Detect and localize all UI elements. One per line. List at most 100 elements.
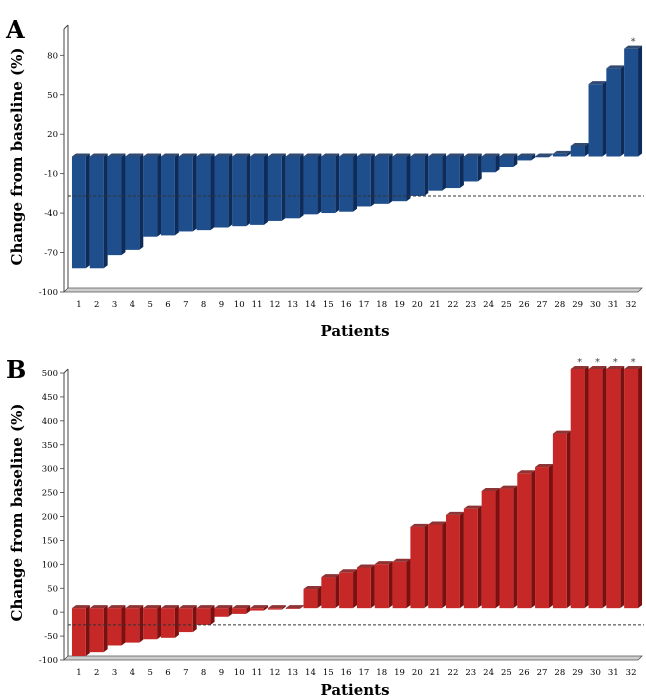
- bar-side: [174, 605, 179, 638]
- x-tick-label: 9: [219, 300, 224, 310]
- bar-front: [178, 608, 193, 633]
- bar: [107, 605, 126, 646]
- bar: [499, 485, 518, 609]
- bar-side: [299, 153, 304, 219]
- x-tick-label: 19: [394, 668, 405, 678]
- bar: [535, 153, 553, 158]
- bar-top: [178, 153, 197, 157]
- bar: [624, 366, 643, 609]
- bar-side: [406, 558, 411, 609]
- bar-side: [406, 153, 411, 202]
- bar-front: [392, 156, 407, 202]
- bar: [303, 586, 322, 609]
- x-tick-label: 6: [165, 668, 170, 678]
- x-tick-label: 29: [572, 668, 583, 678]
- bar: [588, 81, 607, 157]
- bar-front: [125, 608, 140, 643]
- bar-front: [428, 156, 443, 191]
- bar: [125, 605, 144, 643]
- x-tick-label: 7: [183, 668, 188, 678]
- bar: [339, 153, 358, 212]
- x-tick-label: 5: [147, 668, 152, 678]
- bar-front: [624, 369, 639, 609]
- bar: [428, 153, 447, 191]
- x-tick-label: 4: [130, 668, 135, 678]
- bar-front: [624, 48, 639, 157]
- bar-side: [531, 153, 536, 161]
- y-tick-label: 400: [42, 417, 58, 427]
- x-tick-label: 6: [165, 300, 170, 310]
- bar-top: [143, 153, 162, 157]
- bar-top: [89, 605, 108, 609]
- x-tick-label: 32: [626, 300, 637, 310]
- bar: [214, 153, 233, 228]
- bar-side: [531, 470, 536, 609]
- bar-front: [89, 156, 104, 269]
- bar-front: [267, 156, 282, 221]
- bar-front: [71, 156, 86, 269]
- x-tick-label: 16: [341, 668, 352, 678]
- bar: [410, 523, 429, 609]
- y-tick-label: -10: [44, 170, 58, 180]
- bar-side: [424, 153, 429, 196]
- bar-top: [196, 153, 215, 157]
- bar-top: [392, 558, 411, 562]
- bar-side: [263, 605, 268, 611]
- bar: [606, 366, 625, 609]
- bar-top: [463, 505, 482, 509]
- bar-top: [196, 605, 215, 609]
- x-tick-label: 25: [501, 300, 512, 310]
- x-tick-label: 14: [305, 300, 316, 310]
- bar-side: [548, 153, 553, 158]
- bar-top: [356, 564, 375, 568]
- bar-top: [588, 81, 607, 85]
- bar-side: [246, 605, 251, 614]
- bar-top: [552, 430, 571, 434]
- y-tick-label: -70: [44, 249, 58, 259]
- bar-top: [232, 153, 251, 157]
- x-tick-label: 7: [183, 300, 188, 310]
- bar-front: [606, 68, 621, 157]
- bar-front: [517, 473, 532, 609]
- x-tick-label: 23: [465, 300, 476, 310]
- x-tick-label: 20: [412, 668, 423, 678]
- bar-front: [178, 156, 193, 232]
- y-tick-label: 300: [42, 465, 58, 475]
- bar: [89, 605, 108, 653]
- bar-top: [321, 574, 340, 578]
- bar-top: [588, 366, 607, 369]
- bar-side: [602, 81, 607, 157]
- bar-front: [125, 156, 140, 250]
- bar: [250, 153, 268, 225]
- bar: [232, 605, 251, 614]
- bar-front: [250, 608, 264, 611]
- bar-front: [232, 608, 247, 614]
- y-tick-label: 350: [42, 441, 58, 451]
- bar-front: [552, 433, 567, 609]
- x-tick-label: 17: [358, 300, 369, 310]
- bar-front: [570, 145, 585, 157]
- bar: [356, 153, 375, 207]
- bar: [89, 153, 108, 269]
- bar: [107, 153, 126, 256]
- bar-top: [89, 153, 108, 157]
- bar: [463, 153, 482, 182]
- bar-top: [285, 605, 304, 609]
- bar: [517, 470, 536, 609]
- x-tick-label: 18: [376, 668, 387, 678]
- x-tick-label: 15: [323, 300, 334, 310]
- bar-top: [374, 153, 393, 157]
- bar-top: [570, 366, 589, 369]
- bar-front: [535, 467, 549, 609]
- bar-side: [459, 153, 464, 189]
- bar-front: [428, 524, 443, 609]
- bar-top: [143, 605, 162, 609]
- x-tick-label: 1: [76, 668, 81, 678]
- y-tick-label: 50: [47, 91, 58, 101]
- bar: [321, 574, 340, 609]
- bar-front: [107, 156, 122, 256]
- bar-top: [71, 153, 90, 157]
- bar-front: [481, 490, 496, 609]
- chart-floor: [63, 655, 643, 661]
